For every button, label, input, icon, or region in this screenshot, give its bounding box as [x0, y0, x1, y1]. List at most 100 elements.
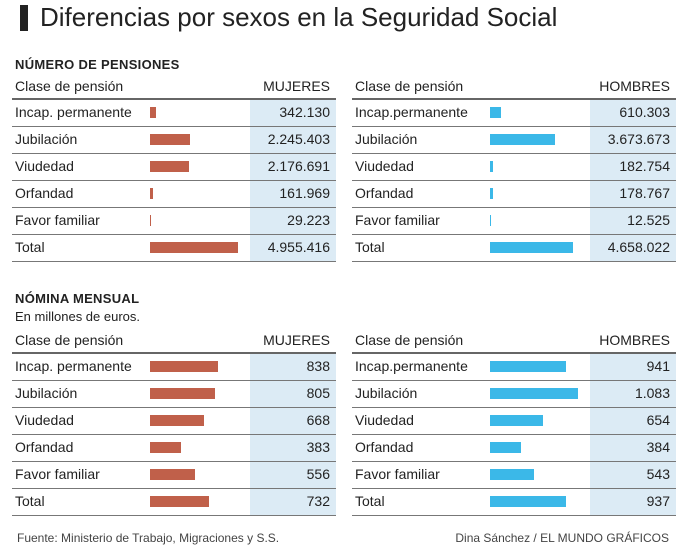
- bar: [150, 242, 239, 253]
- row-label: Favor familiar: [355, 466, 440, 482]
- row-label: Total: [15, 493, 45, 509]
- table-row: Viudedad 2.176.691: [12, 154, 336, 181]
- row-label: Incap. permanente: [15, 104, 132, 120]
- column-header-clase: Clase de pensión: [355, 78, 464, 94]
- row-value: 161.969: [279, 185, 330, 201]
- row-label: Favor familiar: [15, 212, 100, 228]
- column-header-sex: HOMBRES: [599, 78, 670, 94]
- column-header-sex: HOMBRES: [599, 332, 670, 348]
- section-title-pensiones: NÚMERO DE PENSIONES: [15, 57, 180, 72]
- table-row: Incap. permanente 342.130: [12, 100, 336, 127]
- table-row: Orfandad 178.767: [352, 181, 676, 208]
- bar: [490, 188, 494, 199]
- table-row: Incap.permanente 610.303: [352, 100, 676, 127]
- row-label: Jubilación: [15, 131, 78, 147]
- row-label: Orfandad: [15, 439, 74, 455]
- column-header-sex: MUJERES: [263, 332, 330, 348]
- bar: [490, 415, 544, 426]
- bar: [490, 215, 491, 226]
- table-row: Total 732: [12, 489, 336, 516]
- bar: [150, 107, 157, 118]
- bar: [490, 388, 578, 399]
- column-header-clase: Clase de pensión: [355, 332, 464, 348]
- row-label: Viudedad: [355, 158, 414, 174]
- bar: [490, 161, 494, 172]
- table-row: Favor familiar 556: [12, 462, 336, 489]
- table-row: Jubilación 805: [12, 381, 336, 408]
- row-label: Orfandad: [15, 185, 74, 201]
- table-header: Clase de pensión HOMBRES: [352, 74, 676, 100]
- row-label: Viudedad: [15, 412, 74, 428]
- row-value: 182.754: [619, 158, 670, 174]
- row-value: 838: [306, 358, 330, 374]
- row-value: 29.223: [287, 212, 330, 228]
- table-row: Orfandad 383: [12, 435, 336, 462]
- column-header-clase: Clase de pensión: [15, 78, 124, 94]
- bar: [150, 388, 216, 399]
- row-value: 384: [646, 439, 670, 455]
- row-label: Favor familiar: [15, 466, 100, 482]
- table-row: Orfandad 161.969: [12, 181, 336, 208]
- row-label: Viudedad: [355, 412, 414, 428]
- row-value: 610.303: [619, 104, 670, 120]
- table-row: Jubilación 3.673.673: [352, 127, 676, 154]
- table-header: Clase de pensión MUJERES: [12, 74, 336, 100]
- row-value: 12.525: [627, 212, 670, 228]
- table-row: Favor familiar 543: [352, 462, 676, 489]
- table-header: Clase de pensión HOMBRES: [352, 328, 676, 354]
- table-row: Favor familiar 29.223: [12, 208, 336, 235]
- row-value: 543: [646, 466, 670, 482]
- hombres-table: Clase de pensión HOMBRES Incap.permanente 6…: [352, 74, 676, 262]
- row-label: Total: [355, 239, 385, 255]
- table-row: Viudedad 182.754: [352, 154, 676, 181]
- bar: [150, 361, 219, 372]
- table-row: Total 4.658.022: [352, 235, 676, 262]
- section-title-nomina: NÓMINA MENSUAL: [15, 291, 140, 306]
- row-label: Total: [355, 493, 385, 509]
- row-value: 2.245.403: [267, 131, 330, 147]
- bar: [490, 496, 567, 507]
- row-label: Orfandad: [355, 185, 414, 201]
- row-label: Jubilación: [15, 385, 78, 401]
- bar: [490, 442, 522, 453]
- row-value: 2.176.691: [267, 158, 330, 174]
- column-header-clase: Clase de pensión: [15, 332, 124, 348]
- table-row: Total 4.955.416: [12, 235, 336, 262]
- row-label: Jubilación: [355, 131, 418, 147]
- table-row: Incap.permanente 941: [352, 354, 676, 381]
- row-value: 4.658.022: [607, 239, 670, 255]
- bar: [150, 215, 151, 226]
- bar: [490, 134, 556, 145]
- row-value: 4.955.416: [267, 239, 330, 255]
- row-label: Favor familiar: [355, 212, 440, 228]
- bar: [150, 188, 153, 199]
- row-label: Total: [15, 239, 45, 255]
- row-label: Viudedad: [15, 158, 74, 174]
- mujeres-table: Clase de pensión MUJERES Incap. permanente…: [12, 74, 336, 262]
- row-value: 3.673.673: [607, 131, 670, 147]
- table-row: Viudedad 668: [12, 408, 336, 435]
- bar: [150, 161, 189, 172]
- table-row: Total 937: [352, 489, 676, 516]
- page-title: Diferencias por sexos en la Seguridad So…: [20, 2, 557, 33]
- row-value: 941: [646, 358, 670, 374]
- table-row: Viudedad 654: [352, 408, 676, 435]
- row-value: 178.767: [619, 185, 670, 201]
- bar: [150, 415, 205, 426]
- bar: [150, 469, 196, 480]
- row-value: 732: [306, 493, 330, 509]
- bar: [150, 134, 190, 145]
- table-row: Favor familiar 12.525: [352, 208, 676, 235]
- column-header-sex: MUJERES: [263, 78, 330, 94]
- source-note: Fuente: Ministerio de Trabajo, Migracion…: [17, 531, 280, 545]
- row-value: 342.130: [279, 104, 330, 120]
- section-subtitle-nomina: En millones de euros.: [15, 309, 141, 324]
- table-row: Incap. permanente 838: [12, 354, 336, 381]
- bar: [490, 107, 501, 118]
- credit-note: Dina Sánchez / EL MUNDO GRÁFICOS: [455, 531, 669, 545]
- bar: [150, 496, 210, 507]
- title-text: Diferencias por sexos en la Seguridad So…: [40, 2, 558, 32]
- table-header: Clase de pensión MUJERES: [12, 328, 336, 354]
- bar: [490, 242, 573, 253]
